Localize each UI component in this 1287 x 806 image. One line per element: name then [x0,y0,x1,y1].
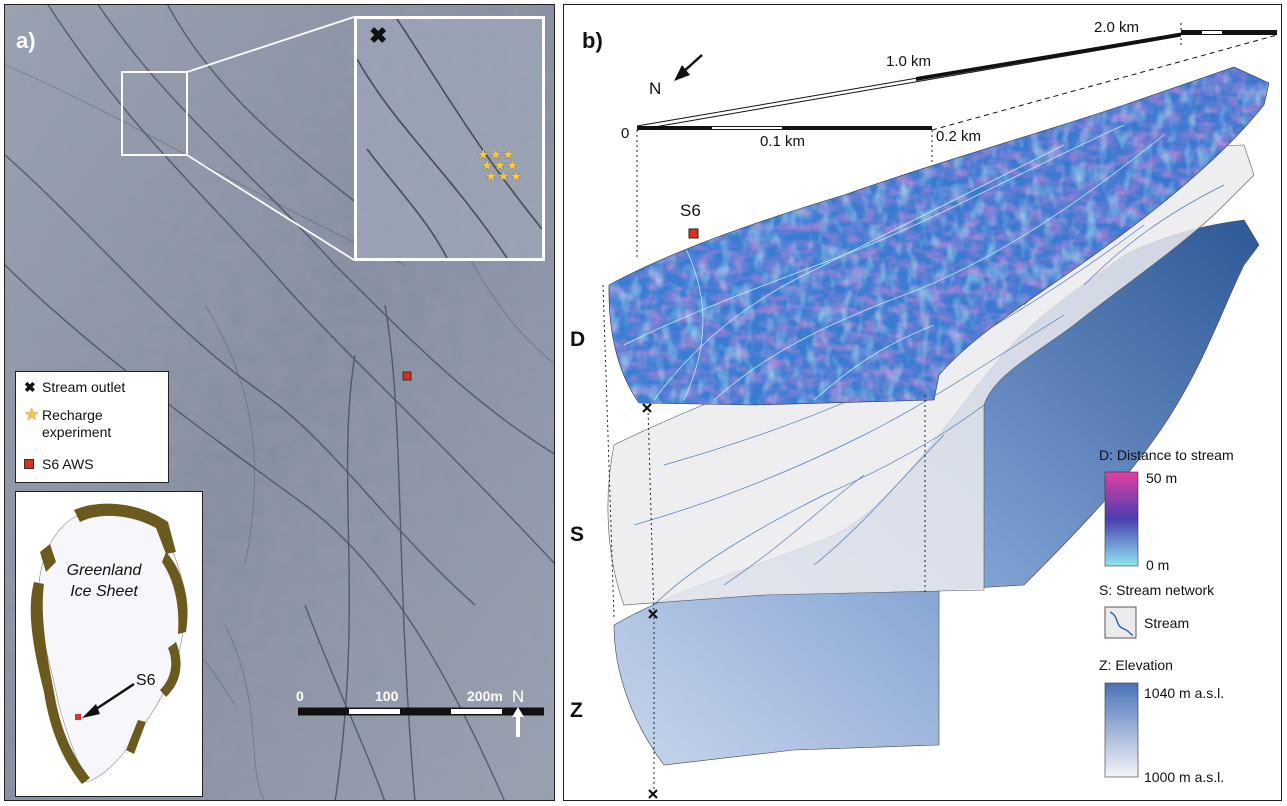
scale-bars-b [636,23,1278,131]
s6-label-3d: S6 [680,201,701,220]
layer-label-z: Z [570,699,583,722]
legend-item-recharge: ★ Recharge experiment [24,405,112,440]
legend-stream-item: Stream [1144,615,1190,631]
legend-item-s6-aws: S6 AWS [24,456,94,473]
panel-b-3d-layers: b) N 0 0.1 km 0.2 km 1.0 km 2.0 km S6 D … [563,4,1282,801]
stream-outlet-markers [642,403,658,799]
ice-sheet-label: Greenland Ice Sheet [66,562,142,600]
scale-zero: 0 [621,125,630,142]
greenland-inset-map: Greenland Ice Sheet S6 [15,491,203,797]
legend-elevation-max: 1040 m a.s.l. [1144,685,1225,701]
legend-stream-title: S: Stream network [1099,582,1215,598]
outlet-x-icon: ✖ [24,379,36,395]
panel-a-aerial-image: ✖ ★★★ ★★★ ★★★ a) ✖ Stream outlet ★ Recha… [4,4,555,801]
legend-elevation-min: 1000 m a.s.l. [1144,769,1225,785]
scale-large-mid: 1.0 km [886,53,932,70]
aws-marker-map [402,371,412,381]
elevation-colorbar [1104,682,1139,778]
scale-a-tick-200: 200m [467,688,503,704]
layer-label-s: S [570,523,585,546]
vertical-guides [602,130,933,795]
panel-a-legend: ✖ Stream outlet ★ Recharge experiment S6… [15,371,169,483]
north-label-a: N [511,687,525,706]
star-icon: ★ [24,405,40,424]
stream-outlet-marker-zoom: ✖ [369,23,388,48]
scale-a-tick-0: 0 [296,688,304,704]
north-label-b: N [649,79,662,98]
legend-distance-max: 50 m [1146,470,1178,486]
scale-small-mid: 0.1 km [760,133,806,150]
layer-stack-graphic [602,23,1278,799]
legend-item-stream-outlet: ✖ Stream outlet [24,379,126,395]
north-arrow-a: N [511,687,525,737]
inset-arrow [75,682,135,720]
layer-label-d: D [570,328,586,351]
distance-colorbar [1104,471,1139,567]
zoom-inset: ✖ ★★★ ★★★ ★★★ [354,16,545,261]
scale-large-end: 2.0 km [1094,19,1140,36]
recharge-star-cluster: ★★★ ★★★ ★★★ [477,146,523,184]
inset-site-label: S6 [136,672,156,689]
panel-a-label: a) [16,28,36,53]
stream-legend-swatch [1104,606,1137,639]
legend-elevation-title: Z: Elevation [1099,657,1173,673]
north-arrow-b [674,54,703,81]
panel-b-label: b) [582,28,603,53]
scale-a-tick-100: 100 [375,688,399,704]
scale-small-end: 0.2 km [936,128,982,145]
inset-site-marker [75,714,81,720]
s6-marker-3d [688,228,699,239]
aws-square-icon [24,456,42,472]
legend-distance-min: 0 m [1146,557,1170,573]
legend-distance-title: D: Distance to stream [1099,447,1234,463]
